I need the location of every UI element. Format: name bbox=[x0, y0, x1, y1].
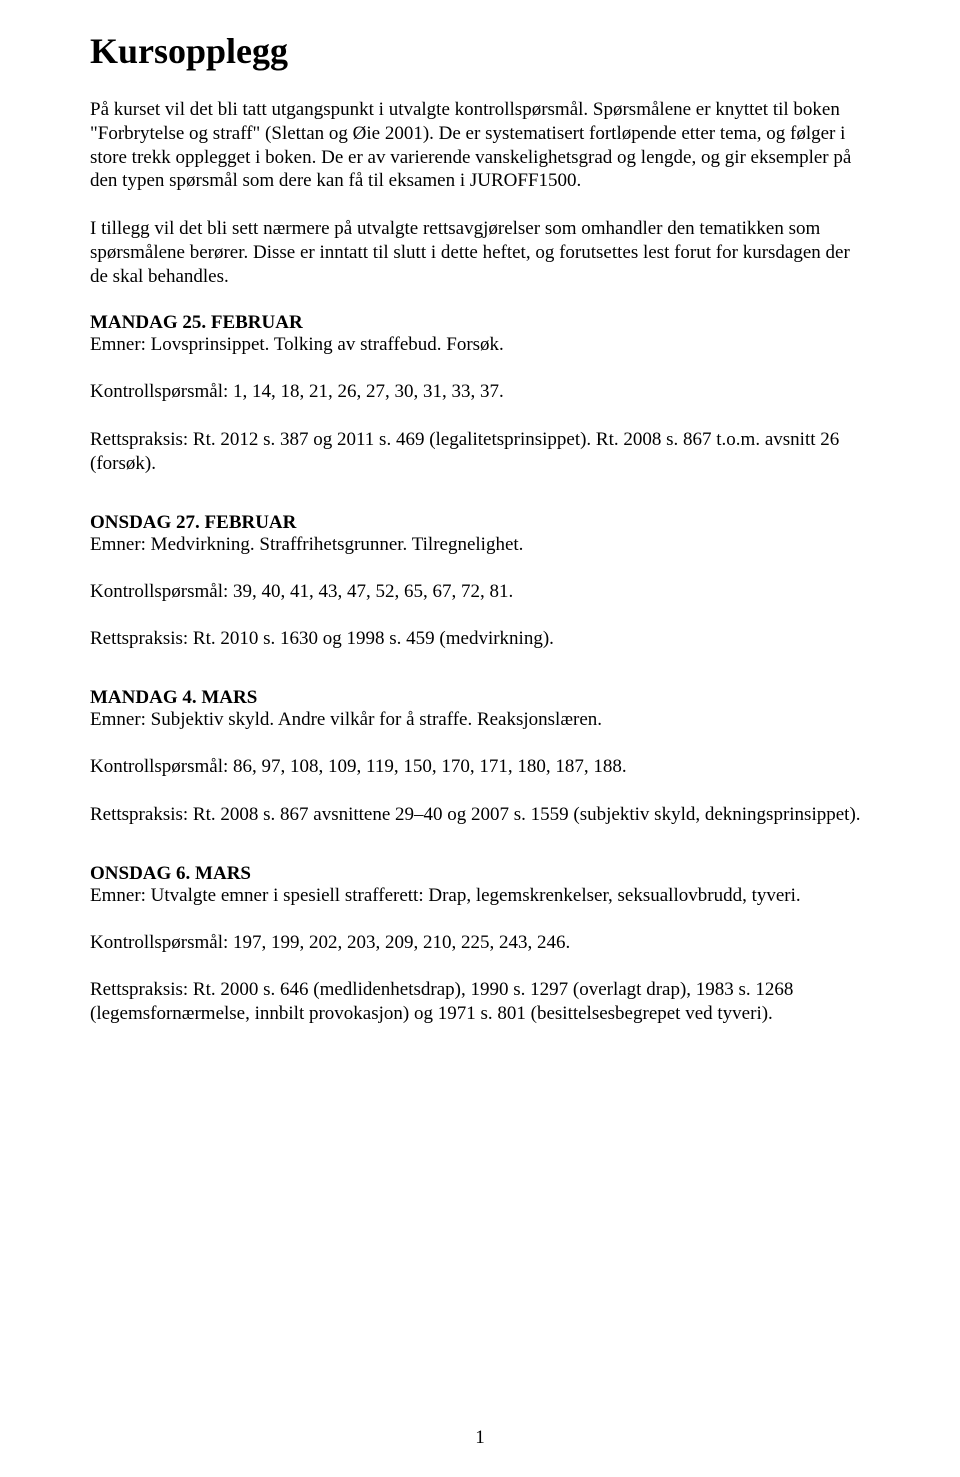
section-rettspraksis: Rettspraksis: Rt. 2012 s. 387 og 2011 s.… bbox=[90, 428, 870, 476]
section-emner: Emner: Utvalgte emner i spesiell straffe… bbox=[90, 885, 870, 907]
section-rettspraksis: Rettspraksis: Rt. 2000 s. 646 (medlidenh… bbox=[90, 978, 870, 1026]
section-heading: ONSDAG 27. FEBRUAR bbox=[90, 512, 870, 534]
section-kontrollsporsmal: Kontrollspørsmål: 39, 40, 41, 43, 47, 52… bbox=[90, 580, 870, 604]
section-kontrollsporsmal: Kontrollspørsmål: 1, 14, 18, 21, 26, 27,… bbox=[90, 380, 870, 404]
page-number: 1 bbox=[0, 1427, 960, 1449]
section-kontrollsporsmal: Kontrollspørsmål: 197, 199, 202, 203, 20… bbox=[90, 931, 870, 955]
section-mandag-4-mars: MANDAG 4. MARS Emner: Subjektiv skyld. A… bbox=[90, 687, 870, 827]
section-emner: Emner: Medvirkning. Straffrihetsgrunner.… bbox=[90, 534, 870, 556]
intro-paragraph-1: På kurset vil det bli tatt utgangspunkt … bbox=[90, 98, 870, 193]
section-onsdag-6-mars: ONSDAG 6. MARS Emner: Utvalgte emner i s… bbox=[90, 863, 870, 1026]
section-rettspraksis: Rettspraksis: Rt. 2010 s. 1630 og 1998 s… bbox=[90, 627, 870, 651]
section-mandag-25-feb: MANDAG 25. FEBRUAR Emner: Lovsprinsippet… bbox=[90, 312, 870, 475]
section-rettspraksis: Rettspraksis: Rt. 2008 s. 867 avsnittene… bbox=[90, 803, 870, 827]
section-heading: MANDAG 4. MARS bbox=[90, 687, 870, 709]
page-title: Kursopplegg bbox=[90, 30, 870, 72]
section-onsdag-27-feb: ONSDAG 27. FEBRUAR Emner: Medvirkning. S… bbox=[90, 512, 870, 652]
section-heading: ONSDAG 6. MARS bbox=[90, 863, 870, 885]
section-emner: Emner: Lovsprinsippet. Tolking av straff… bbox=[90, 334, 870, 356]
document-page: Kursopplegg På kurset vil det bli tatt u… bbox=[0, 0, 960, 1477]
section-kontrollsporsmal: Kontrollspørsmål: 86, 97, 108, 109, 119,… bbox=[90, 755, 870, 779]
intro-paragraph-2: I tillegg vil det bli sett nærmere på ut… bbox=[90, 217, 870, 288]
section-heading: MANDAG 25. FEBRUAR bbox=[90, 312, 870, 334]
section-emner: Emner: Subjektiv skyld. Andre vilkår for… bbox=[90, 709, 870, 731]
